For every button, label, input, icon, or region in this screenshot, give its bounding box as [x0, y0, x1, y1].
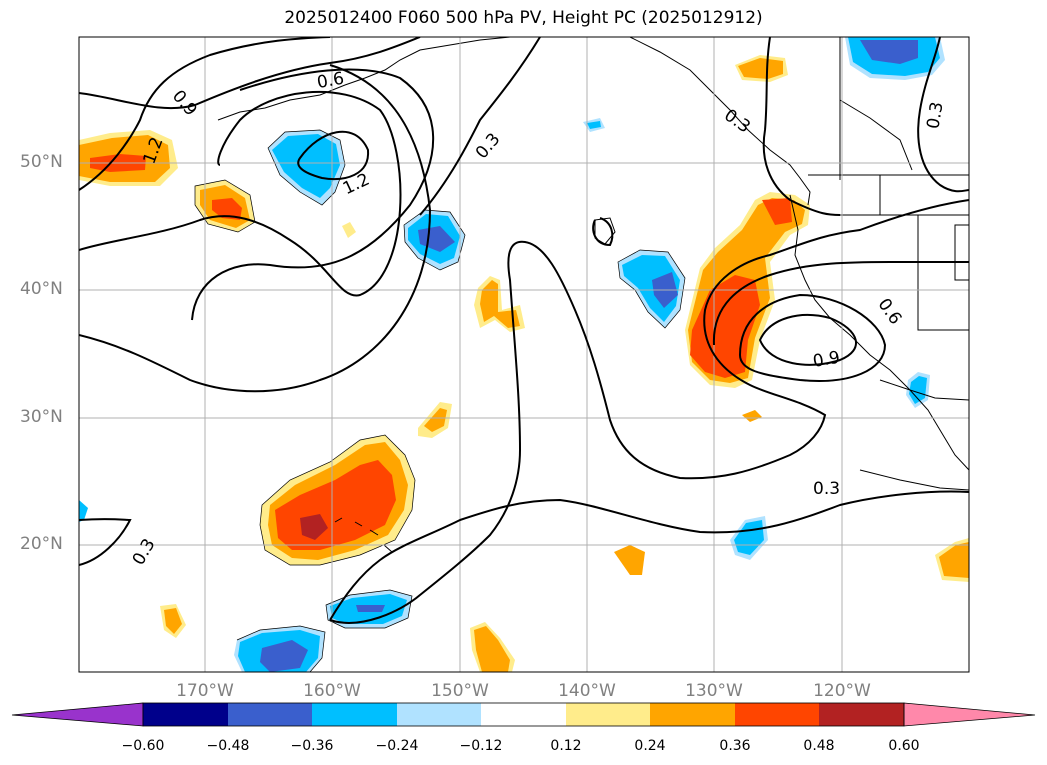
colorbar-tick: 0.36 — [719, 738, 751, 754]
colorbar-tick: 0.48 — [803, 738, 835, 754]
colorbar-tick: −0.24 — [375, 738, 419, 754]
lon-label-130w: 130°W — [685, 681, 743, 701]
lat-label-30n: 30°N — [20, 407, 63, 427]
contour-label: 0.3 — [813, 479, 840, 499]
lon-label-150w: 150°W — [431, 681, 489, 701]
colorbar — [11, 702, 1036, 727]
lat-label-40n: 40°N — [20, 279, 63, 299]
colorbar-tick: −0.48 — [206, 738, 250, 754]
lon-label-120w: 120°W — [813, 681, 871, 701]
lon-label-140w: 140°W — [558, 681, 616, 701]
lat-label-50n: 50°N — [20, 152, 63, 172]
contour-label: 0.3 — [923, 100, 947, 130]
colorbar-tick: −0.60 — [121, 738, 165, 754]
lon-label-160w: 160°W — [303, 681, 361, 701]
contour-label: 0.6 — [316, 69, 346, 93]
colorbar-tick: −0.12 — [459, 738, 503, 754]
colorbar-tick: 0.60 — [888, 738, 920, 754]
map-border — [78, 36, 970, 673]
colorbar-tick: 0.12 — [550, 738, 582, 754]
map-title: 2025012400 F060 500 hPa PV, Height PC (2… — [284, 8, 763, 28]
colorbar-tick: −0.36 — [290, 738, 334, 754]
height-contours — [79, 37, 969, 624]
coastlines — [217, 37, 969, 553]
contour-label: 0.9 — [811, 348, 841, 372]
lat-label-20n: 20°N — [20, 534, 63, 554]
colorbar-tick: 0.24 — [634, 738, 666, 754]
lon-label-170w: 170°W — [176, 681, 234, 701]
